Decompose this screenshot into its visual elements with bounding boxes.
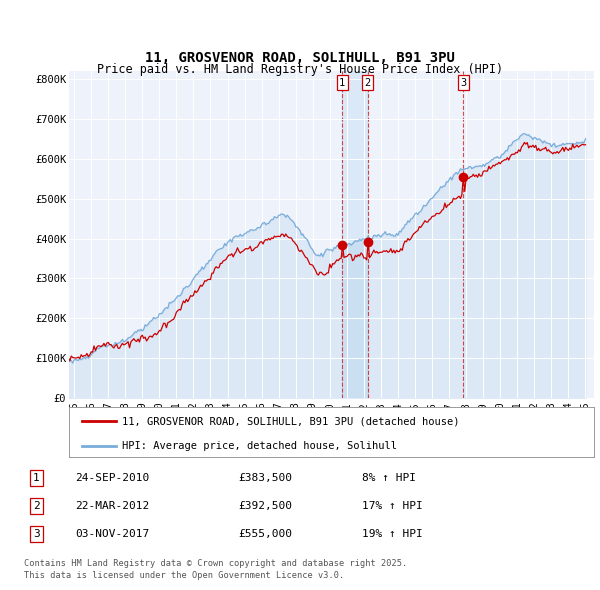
- Text: 1: 1: [33, 473, 40, 483]
- Text: 22-MAR-2012: 22-MAR-2012: [75, 501, 149, 511]
- Text: £555,000: £555,000: [238, 529, 292, 539]
- Bar: [342, 71, 368, 398]
- Text: 3: 3: [33, 529, 40, 539]
- Text: 3: 3: [460, 78, 467, 88]
- Text: Contains HM Land Registry data © Crown copyright and database right 2025.: Contains HM Land Registry data © Crown c…: [24, 559, 407, 568]
- Text: 17% ↑ HPI: 17% ↑ HPI: [362, 501, 423, 511]
- Text: Price paid vs. HM Land Registry's House Price Index (HPI): Price paid vs. HM Land Registry's House …: [97, 63, 503, 76]
- Text: 24-SEP-2010: 24-SEP-2010: [75, 473, 149, 483]
- Text: 03-NOV-2017: 03-NOV-2017: [75, 529, 149, 539]
- Text: 8% ↑ HPI: 8% ↑ HPI: [362, 473, 416, 483]
- Text: HPI: Average price, detached house, Solihull: HPI: Average price, detached house, Soli…: [121, 441, 397, 451]
- Text: £383,500: £383,500: [238, 473, 292, 483]
- Text: 11, GROSVENOR ROAD, SOLIHULL, B91 3PU: 11, GROSVENOR ROAD, SOLIHULL, B91 3PU: [145, 51, 455, 65]
- Text: 2: 2: [33, 501, 40, 511]
- Text: 2: 2: [365, 78, 371, 88]
- Text: This data is licensed under the Open Government Licence v3.0.: This data is licensed under the Open Gov…: [24, 571, 344, 580]
- Text: 11, GROSVENOR ROAD, SOLIHULL, B91 3PU (detached house): 11, GROSVENOR ROAD, SOLIHULL, B91 3PU (d…: [121, 416, 459, 426]
- Text: 1: 1: [339, 78, 346, 88]
- Text: 19% ↑ HPI: 19% ↑ HPI: [362, 529, 423, 539]
- Text: £392,500: £392,500: [238, 501, 292, 511]
